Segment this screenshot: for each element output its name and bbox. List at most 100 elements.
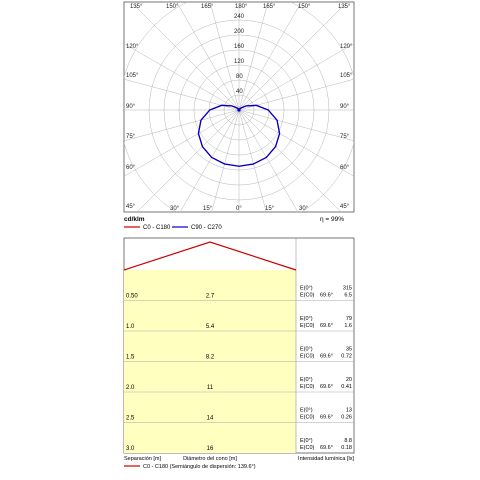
angle-label-150-right: 150° — [298, 4, 311, 10]
angle-label-150-left: 150° — [166, 4, 179, 10]
cone-row-diameter: 8.2 — [206, 355, 215, 361]
polar-diagram: 135° 150° 165° 180° 165° 150° 135° 120° … — [123, 1, 355, 213]
polar-spoke — [124, 78, 240, 111]
angle-label-120-left: 120° — [126, 44, 139, 50]
angle-label-30-left: 30° — [170, 206, 180, 212]
angle-label-90-left: 90° — [126, 104, 136, 110]
cone-row-ec0-label: E(C0) — [300, 445, 315, 451]
cone-row-e0-value: 79 — [346, 316, 352, 322]
cone-row-ec0-angle: 69.6° — [320, 293, 333, 299]
cone-row-e0-value: 315 — [343, 286, 352, 292]
polar-spoke — [209, 2, 240, 111]
polar-spoke — [124, 43, 240, 111]
polar-spoke — [238, 109, 354, 142]
polar-spoke — [238, 109, 299, 212]
polar-grid — [124, 2, 354, 212]
polar-spoke — [124, 109, 240, 142]
angle-label-0: 0° — [236, 206, 242, 212]
angle-label-105-left: 105° — [126, 73, 139, 79]
radial-tick-200: 200 — [234, 29, 245, 35]
radial-tick-120: 120 — [234, 59, 245, 65]
cone-row-ec0-angle: 69.6° — [320, 445, 333, 451]
cone-row-ec0-value: 6.5 — [344, 293, 352, 299]
cone-row-ec0-label: E(C0) — [300, 384, 315, 390]
angle-label-120-right: 120° — [340, 44, 353, 50]
radial-tick-40: 40 — [236, 89, 243, 95]
polar-spoke — [238, 109, 267, 212]
cone-row: 3.0 16 E(0°) 8.8 E(C0) 69.6° 0.18 — [126, 438, 352, 452]
polar-spoke — [238, 78, 354, 111]
cone-row-height: 1.0 — [126, 324, 135, 330]
cone-row-ec0-angle: 69.6° — [320, 354, 333, 360]
cone-row-height: 3.0 — [126, 446, 135, 452]
cone-row-ec0-value: 0.18 — [341, 445, 352, 451]
angle-label-135-right: 135° — [338, 4, 351, 10]
cone-row: 2.0 11 E(0°) 20 E(C0) 69.6° 0.41 — [124, 377, 354, 393]
cone-row-e0-label: E(0°) — [300, 408, 313, 414]
polar-spoke — [124, 109, 240, 177]
cone-row-height: 2.0 — [126, 385, 135, 391]
cone-row-e0-label: E(0°) — [300, 347, 313, 353]
angle-label-15-right: 15° — [265, 206, 275, 212]
cone-row: 0.50 2.7 E(0°) 315 E(C0) 69.6° 6.5 — [124, 286, 354, 301]
angle-label-45-right: 45° — [340, 204, 350, 210]
cone-row: 1.0 5.4 E(0°) 79 E(C0) 69.6° 1.6 — [124, 316, 354, 332]
polar-curves — [197, 104, 281, 167]
angle-label-90-right: 90° — [340, 104, 350, 110]
unit-label: cd/klm — [124, 216, 145, 223]
cone-row-e0-value: 8.8 — [344, 438, 352, 444]
cone-row-e0-value: 20 — [346, 377, 352, 383]
cone-row-ec0-value: 1.6 — [344, 323, 352, 329]
polar-spoke — [238, 2, 269, 111]
polar-origin-marker — [237, 108, 241, 112]
polar-spoke — [238, 109, 342, 212]
cone-row-ec0-angle: 69.6° — [320, 384, 333, 390]
cone-row-e0-value: 35 — [346, 347, 352, 353]
radial-tick-240: 240 — [234, 14, 245, 20]
polar-spoke — [130, 2, 240, 111]
cone-row-diameter: 16 — [207, 446, 214, 452]
cone-row-e0-label: E(0°) — [300, 316, 313, 322]
cone-row-ec0-label: E(C0) — [300, 354, 315, 360]
radial-tick-labels: 240 200 160 120 80 40 — [234, 14, 245, 95]
polar-spoke — [238, 109, 354, 177]
efficiency-label: η = 99% — [320, 216, 344, 223]
angle-label-60-left: 60° — [126, 165, 136, 171]
cone-row-ec0-value: 0.26 — [341, 415, 352, 421]
cone-row: 2.5 14 E(0°) 13 E(C0) 69.6° 0.26 — [124, 408, 354, 423]
cone-row-diameter: 2.7 — [206, 294, 215, 300]
cone-row-diameter: 5.4 — [206, 324, 215, 330]
cone-row-ec0-label: E(C0) — [300, 323, 315, 329]
footer-separation-label: Separación [m] — [124, 456, 161, 462]
cone-row-e0-label: E(0°) — [300, 286, 313, 292]
polar-spoke — [179, 109, 240, 212]
polar-spoke — [238, 2, 302, 111]
cone-row-e0-label: E(0°) — [300, 377, 313, 383]
angle-label-165-left: 165° — [201, 4, 214, 10]
angle-label-165-right: 165° — [263, 4, 276, 10]
legend-label-c90: C90 - C270 — [191, 225, 222, 231]
cone-row-height: 0.50 — [126, 294, 138, 300]
angle-label-75-left: 75° — [126, 134, 136, 140]
legend-label-c0: C0 - C180 — [143, 225, 171, 231]
polar-spoke — [136, 109, 240, 212]
polar-spoke — [238, 2, 348, 111]
footer-diameter-label: Diámetro del cono [m] — [183, 456, 237, 462]
footer-legend-label: C0 - C180 (Semiángulo de dispersión: 139… — [143, 464, 256, 470]
cone-row-e0-value: 13 — [346, 408, 352, 414]
radial-tick-160: 160 — [234, 44, 245, 50]
cone-row-e0-label: E(0°) — [300, 438, 313, 444]
cone-roof-line — [123, 241, 297, 271]
polar-spoke — [238, 43, 354, 111]
cone-row-ec0-angle: 69.6° — [320, 323, 333, 329]
cone-row-ec0-value: 0.41 — [341, 384, 352, 390]
cone-row-ec0-value: 0.72 — [341, 354, 352, 360]
radial-tick-80: 80 — [236, 74, 243, 80]
angle-label-180: 180° — [235, 4, 248, 10]
cone-rows: 0.50 2.7 E(0°) 315 E(C0) 69.6° 6.5 1.0 5.4 E(0°) 7… — [124, 286, 354, 452]
angle-label-60-right: 60° — [340, 165, 350, 171]
cone-row-height: 2.5 — [126, 416, 135, 422]
polar-spoke — [211, 109, 240, 212]
cone-row: 1.5 8.2 E(0°) 35 E(C0) 69.6° 0.72 — [124, 347, 354, 362]
polar-legend: C0 - C180 C90 - C270 — [124, 225, 222, 231]
